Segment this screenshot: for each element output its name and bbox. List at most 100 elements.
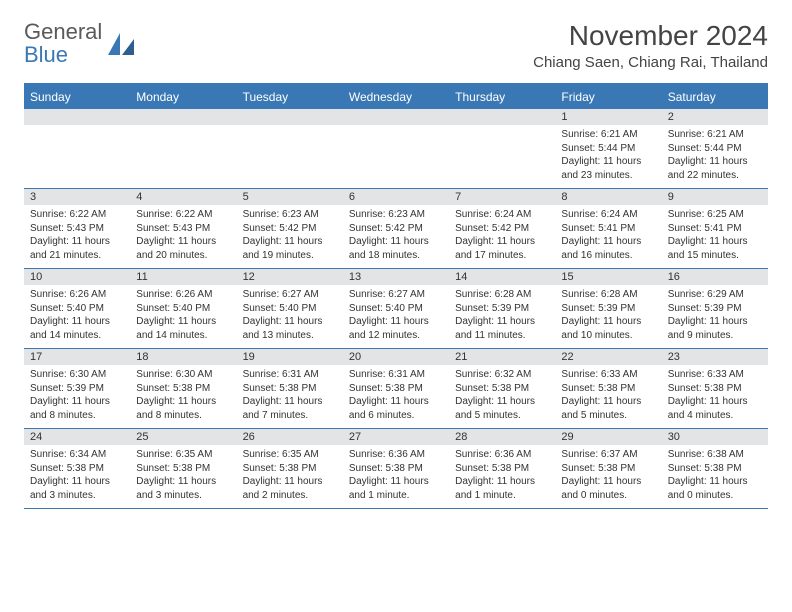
day-cell: Sunrise: 6:35 AMSunset: 5:38 PMDaylight:… [130, 445, 236, 508]
sunset-text: Sunset: 5:38 PM [561, 382, 655, 396]
day-number: 6 [343, 189, 449, 205]
daylight-text: Daylight: 11 hours and 22 minutes. [668, 155, 762, 182]
sunrise-text: Sunrise: 6:24 AM [561, 208, 655, 222]
day-number: 16 [662, 269, 768, 285]
day-number: 5 [237, 189, 343, 205]
sunrise-text: Sunrise: 6:23 AM [243, 208, 337, 222]
day-cell [24, 125, 130, 188]
day-cell: Sunrise: 6:25 AMSunset: 5:41 PMDaylight:… [662, 205, 768, 268]
day-number: 22 [555, 349, 661, 365]
sunrise-text: Sunrise: 6:23 AM [349, 208, 443, 222]
day-cell: Sunrise: 6:23 AMSunset: 5:42 PMDaylight:… [237, 205, 343, 268]
sunset-text: Sunset: 5:41 PM [668, 222, 762, 236]
weekday-header: Sunday Monday Tuesday Wednesday Thursday… [24, 85, 768, 109]
title-block: November 2024 Chiang Saen, Chiang Rai, T… [533, 20, 768, 71]
day-cell: Sunrise: 6:33 AMSunset: 5:38 PMDaylight:… [555, 365, 661, 428]
sunset-text: Sunset: 5:40 PM [243, 302, 337, 316]
sunrise-text: Sunrise: 6:35 AM [136, 448, 230, 462]
daylight-text: Daylight: 11 hours and 3 minutes. [136, 475, 230, 502]
daylight-text: Daylight: 11 hours and 13 minutes. [243, 315, 337, 342]
daylight-text: Daylight: 11 hours and 0 minutes. [561, 475, 655, 502]
sunset-text: Sunset: 5:40 PM [136, 302, 230, 316]
day-number: 14 [449, 269, 555, 285]
daylight-text: Daylight: 11 hours and 1 minute. [349, 475, 443, 502]
day-number: 3 [24, 189, 130, 205]
day-number: 19 [237, 349, 343, 365]
weekday: Tuesday [237, 85, 343, 109]
day-number: 23 [662, 349, 768, 365]
daylight-text: Daylight: 11 hours and 1 minute. [455, 475, 549, 502]
calendar: Sunday Monday Tuesday Wednesday Thursday… [24, 83, 768, 509]
day-number: 4 [130, 189, 236, 205]
week-row: 3456789Sunrise: 6:22 AMSunset: 5:43 PMDa… [24, 189, 768, 269]
daynum-bar: 17181920212223 [24, 349, 768, 365]
sunrise-text: Sunrise: 6:22 AM [30, 208, 124, 222]
day-number: 11 [130, 269, 236, 285]
day-number: 2 [662, 109, 768, 125]
day-cell: Sunrise: 6:36 AMSunset: 5:38 PMDaylight:… [343, 445, 449, 508]
sunrise-text: Sunrise: 6:26 AM [136, 288, 230, 302]
day-number: 28 [449, 429, 555, 445]
day-number: 13 [343, 269, 449, 285]
daylight-text: Daylight: 11 hours and 23 minutes. [561, 155, 655, 182]
day-cell: Sunrise: 6:34 AMSunset: 5:38 PMDaylight:… [24, 445, 130, 508]
sunset-text: Sunset: 5:40 PM [349, 302, 443, 316]
day-number: 15 [555, 269, 661, 285]
month-title: November 2024 [533, 20, 768, 52]
day-cell: Sunrise: 6:31 AMSunset: 5:38 PMDaylight:… [237, 365, 343, 428]
sunrise-text: Sunrise: 6:21 AM [561, 128, 655, 142]
day-cell: Sunrise: 6:27 AMSunset: 5:40 PMDaylight:… [237, 285, 343, 348]
week-row: 24252627282930Sunrise: 6:34 AMSunset: 5:… [24, 429, 768, 509]
day-number: 1 [555, 109, 661, 125]
week-row: 12Sunrise: 6:21 AMSunset: 5:44 PMDayligh… [24, 109, 768, 189]
day-cell: Sunrise: 6:26 AMSunset: 5:40 PMDaylight:… [24, 285, 130, 348]
day-number: 24 [24, 429, 130, 445]
daylight-text: Daylight: 11 hours and 20 minutes. [136, 235, 230, 262]
week-row: 10111213141516Sunrise: 6:26 AMSunset: 5:… [24, 269, 768, 349]
day-cell: Sunrise: 6:33 AMSunset: 5:38 PMDaylight:… [662, 365, 768, 428]
daylight-text: Daylight: 11 hours and 5 minutes. [561, 395, 655, 422]
day-cell: Sunrise: 6:22 AMSunset: 5:43 PMDaylight:… [130, 205, 236, 268]
daynum-bar: 12 [24, 109, 768, 125]
sunset-text: Sunset: 5:38 PM [668, 462, 762, 476]
day-cell [343, 125, 449, 188]
day-cell: Sunrise: 6:38 AMSunset: 5:38 PMDaylight:… [662, 445, 768, 508]
daynum-bar: 10111213141516 [24, 269, 768, 285]
sunrise-text: Sunrise: 6:35 AM [243, 448, 337, 462]
weekday: Friday [555, 85, 661, 109]
sunrise-text: Sunrise: 6:36 AM [455, 448, 549, 462]
day-cell: Sunrise: 6:36 AMSunset: 5:38 PMDaylight:… [449, 445, 555, 508]
sunrise-text: Sunrise: 6:21 AM [668, 128, 762, 142]
daylight-text: Daylight: 11 hours and 5 minutes. [455, 395, 549, 422]
sunset-text: Sunset: 5:44 PM [561, 142, 655, 156]
sunrise-text: Sunrise: 6:33 AM [668, 368, 762, 382]
day-number: 12 [237, 269, 343, 285]
day-cell: Sunrise: 6:28 AMSunset: 5:39 PMDaylight:… [555, 285, 661, 348]
sunset-text: Sunset: 5:38 PM [30, 462, 124, 476]
sunset-text: Sunset: 5:43 PM [136, 222, 230, 236]
day-cell: Sunrise: 6:26 AMSunset: 5:40 PMDaylight:… [130, 285, 236, 348]
daylight-text: Daylight: 11 hours and 4 minutes. [668, 395, 762, 422]
location: Chiang Saen, Chiang Rai, Thailand [533, 54, 768, 71]
daylight-text: Daylight: 11 hours and 10 minutes. [561, 315, 655, 342]
day-cell: Sunrise: 6:30 AMSunset: 5:38 PMDaylight:… [130, 365, 236, 428]
sunset-text: Sunset: 5:41 PM [561, 222, 655, 236]
day-number: 25 [130, 429, 236, 445]
daylight-text: Daylight: 11 hours and 14 minutes. [136, 315, 230, 342]
sunset-text: Sunset: 5:38 PM [455, 382, 549, 396]
sunset-text: Sunset: 5:44 PM [668, 142, 762, 156]
daylight-text: Daylight: 11 hours and 16 minutes. [561, 235, 655, 262]
sunrise-text: Sunrise: 6:22 AM [136, 208, 230, 222]
sunrise-text: Sunrise: 6:30 AM [30, 368, 124, 382]
day-number: 17 [24, 349, 130, 365]
daylight-text: Daylight: 11 hours and 15 minutes. [668, 235, 762, 262]
day-cell: Sunrise: 6:24 AMSunset: 5:42 PMDaylight:… [449, 205, 555, 268]
sunset-text: Sunset: 5:39 PM [455, 302, 549, 316]
sunset-text: Sunset: 5:42 PM [455, 222, 549, 236]
daylight-text: Daylight: 11 hours and 6 minutes. [349, 395, 443, 422]
sunset-text: Sunset: 5:39 PM [561, 302, 655, 316]
logo: General Blue [24, 20, 134, 66]
day-cell [237, 125, 343, 188]
sunset-text: Sunset: 5:39 PM [668, 302, 762, 316]
day-cell: Sunrise: 6:22 AMSunset: 5:43 PMDaylight:… [24, 205, 130, 268]
